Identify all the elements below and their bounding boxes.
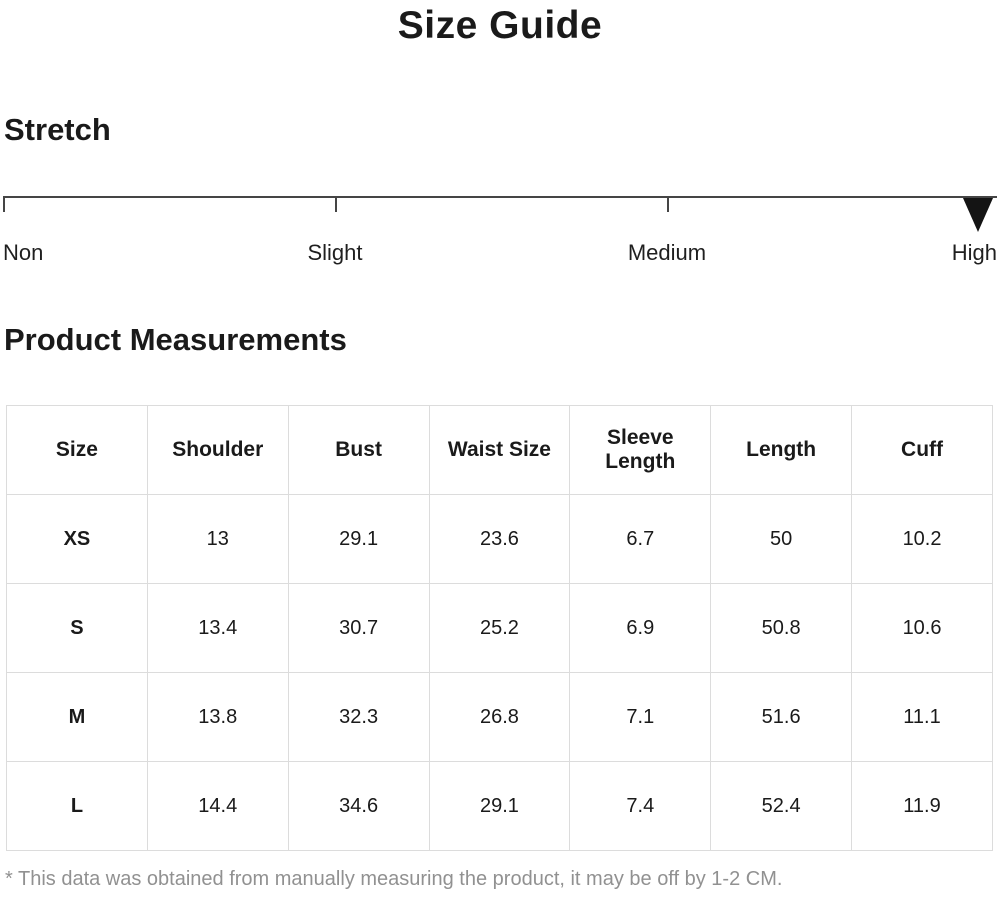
cell-length: 50 (710, 494, 853, 584)
table-row-s: S 13.4 30.7 25.2 6.9 50.8 10.6 (6, 583, 993, 673)
cell-cuff: 11.1 (851, 672, 993, 762)
cell-length: 51.6 (710, 672, 853, 762)
table-row-l: L 14.4 34.6 29.1 7.4 52.4 11.9 (6, 761, 993, 851)
cell-waist: 26.8 (428, 672, 571, 762)
cell-shoulder: 14.4 (146, 761, 289, 851)
header-cell-sleeve-length: Sleeve Length (569, 405, 712, 495)
header-cell-size: Size (6, 405, 148, 495)
cell-size: M (6, 672, 148, 762)
scale-label-medium: Medium (627, 240, 707, 265)
cell-shoulder: 13 (146, 494, 289, 584)
header-cell-shoulder: Shoulder (146, 405, 289, 495)
cell-sleeve: 7.4 (569, 761, 712, 851)
measurement-disclaimer: * This data was obtained from manually m… (5, 868, 783, 890)
stretch-scale-labels: Non Slight Medium High (3, 240, 997, 270)
scale-tick-non (3, 196, 5, 212)
table-row-xs: XS 13 29.1 23.6 6.7 50 10.2 (6, 494, 993, 584)
table-header-row: Size Shoulder Bust Waist Size Sleeve Len… (6, 405, 993, 495)
scale-label-high: High (951, 240, 997, 265)
cell-shoulder: 13.8 (146, 672, 289, 762)
product-measurements-heading: Product Measurements (4, 322, 347, 357)
scale-line (3, 196, 997, 198)
size-table-container: Size Shoulder Bust Waist Size Sleeve Len… (6, 405, 993, 851)
scale-tick-slight (334, 196, 337, 212)
scale-label-non: Non (3, 240, 44, 265)
cell-bust: 30.7 (287, 583, 430, 673)
cell-cuff: 11.9 (851, 761, 993, 851)
header-cell-bust: Bust (287, 405, 430, 495)
page-title: Size Guide (397, 4, 603, 47)
cell-size: XS (6, 494, 148, 584)
cell-length: 52.4 (710, 761, 853, 851)
scale-tick-medium (666, 196, 669, 212)
cell-bust: 29.1 (287, 494, 430, 584)
size-table: Size Shoulder Bust Waist Size Sleeve Len… (6, 405, 993, 851)
cell-cuff: 10.2 (851, 494, 993, 584)
table-row-m: M 13.8 32.3 26.8 7.1 51.6 11.1 (6, 672, 993, 762)
cell-sleeve: 7.1 (569, 672, 712, 762)
stretch-heading: Stretch (4, 112, 111, 147)
scale-label-slight: Slight (307, 240, 363, 265)
cell-sleeve: 6.7 (569, 494, 712, 584)
cell-bust: 32.3 (287, 672, 430, 762)
header-cell-length: Length (710, 405, 853, 495)
cell-size: S (6, 583, 148, 673)
cell-waist: 23.6 (428, 494, 571, 584)
cell-bust: 34.6 (287, 761, 430, 851)
cell-cuff: 10.6 (851, 583, 993, 673)
cell-shoulder: 13.4 (146, 583, 289, 673)
header-cell-waist-size: Waist Size (428, 405, 571, 495)
stretch-marker-triangle-icon (963, 198, 993, 232)
cell-length: 50.8 (710, 583, 853, 673)
cell-sleeve: 6.9 (569, 583, 712, 673)
stretch-scale (3, 196, 997, 240)
header-cell-cuff: Cuff (851, 405, 993, 495)
cell-waist: 29.1 (428, 761, 571, 851)
cell-size: L (6, 761, 148, 851)
cell-waist: 25.2 (428, 583, 571, 673)
